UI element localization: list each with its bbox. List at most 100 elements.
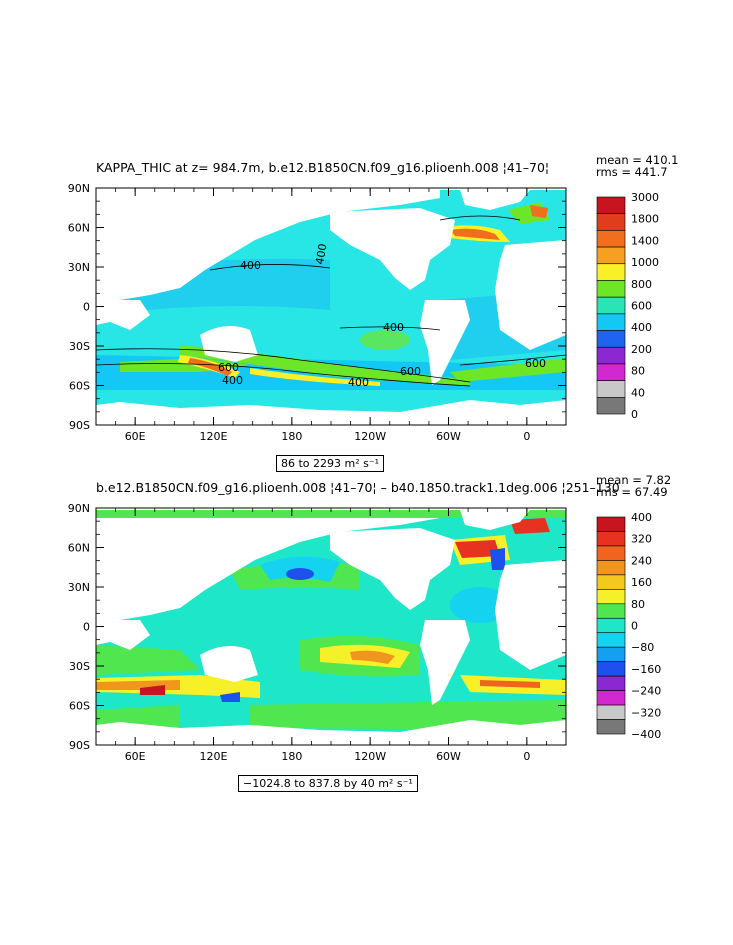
- lat-tick-label: 30S: [69, 660, 90, 673]
- top-field-hotspot: [250, 368, 380, 386]
- top-field-hotspot: [360, 330, 410, 350]
- lon-tick-label: 120W: [354, 430, 386, 443]
- top-field-band: [450, 358, 566, 382]
- colorbar-label: −160: [631, 663, 661, 676]
- top-contour-labels: 400 400 400 600 600 600 400 400: [218, 243, 546, 389]
- colorbar-label: 1800: [631, 213, 659, 226]
- lon-tick-label: 180: [281, 430, 302, 443]
- top-map-figure: 400 400 400 600 600 600 400 400 90N60N30…: [68, 182, 659, 443]
- colorbar-label: 600: [631, 300, 652, 313]
- top-field-hotspot: [530, 205, 548, 218]
- colorbar-swatch: [596, 617, 626, 634]
- lat-tick-label: 90N: [68, 502, 90, 515]
- colorbar-label: 160: [631, 576, 652, 589]
- bottom-map-title: b.e12.B1850CN.f09_g16.plioenh.008 ¦41–70…: [96, 480, 620, 495]
- contour-label: 600: [218, 361, 239, 374]
- colorbar-label: −320: [631, 706, 661, 719]
- top-mean-stat: mean = 410.1: [596, 153, 679, 167]
- lon-tick-label: 180: [281, 750, 302, 763]
- colorbar-label: −80: [631, 641, 654, 654]
- colorbar-swatch: [596, 704, 626, 720]
- colorbar-swatch: [596, 675, 626, 691]
- colorbar-swatch: [596, 196, 626, 214]
- colorbar-swatch: [596, 646, 626, 662]
- top-contour-lines: [95, 215, 567, 387]
- lat-tick-label: 30N: [68, 261, 90, 274]
- lon-tick-label: 60E: [125, 430, 146, 443]
- bottom-land-masses: [96, 510, 566, 738]
- top-map-panel: KAPPA_THIC at z= 984.7m, b.e12.B1850CN.f…: [0, 150, 733, 475]
- colorbar-swatch: [596, 346, 626, 365]
- colorbar-label: 3000: [631, 191, 659, 204]
- colorbar-label: 240: [631, 554, 652, 567]
- lat-tick-label: 30N: [68, 581, 90, 594]
- top-field-hotspot: [450, 228, 500, 240]
- lat-tick-label: 60S: [69, 700, 90, 713]
- colorbar-swatch: [596, 397, 626, 415]
- colorbar-swatch: [596, 213, 626, 231]
- colorbar-label: 200: [631, 343, 652, 356]
- colorbar-swatch: [596, 313, 626, 331]
- colorbar-swatch: [596, 330, 626, 348]
- colorbar-label: 800: [631, 278, 652, 291]
- colorbar-swatch: [596, 230, 626, 248]
- colorbar-swatch: [596, 632, 626, 648]
- colorbar-label: 0: [631, 408, 638, 421]
- lat-tick-label: 60N: [68, 222, 90, 235]
- bottom-map-figure: 90N 60N 30N 0 30S 60S 90S 60E 120E 180 120W 60W 0 40…: [68, 502, 661, 763]
- colorbar-swatch: [596, 545, 626, 561]
- lon-tick-label: 120E: [200, 750, 228, 763]
- top-range-label: 86 to 2293 m² s⁻¹: [276, 455, 385, 472]
- lat-tick-label: 90S: [69, 739, 90, 752]
- lat-tick-label: 60S: [69, 380, 90, 393]
- top-land-masses: [96, 190, 566, 418]
- contour-label: 600: [525, 357, 546, 370]
- lat-tick-label: 90S: [69, 419, 90, 432]
- lat-tick-label: 90N: [68, 182, 90, 195]
- bottom-field-low: [286, 568, 314, 580]
- bottom-range-label: −1024.8 to 837.8 by 40 m² s⁻¹: [238, 775, 418, 792]
- lon-tick-label: 120W: [354, 750, 386, 763]
- lon-tick-label: 60W: [436, 430, 461, 443]
- lat-tick-label: 0: [83, 621, 90, 634]
- colorbar-label: 1000: [631, 256, 659, 269]
- lat-tick-label: 30S: [69, 340, 90, 353]
- colorbar-label: 40: [631, 386, 645, 399]
- contour-label: 400: [383, 321, 404, 334]
- colorbar-swatch: [596, 516, 626, 532]
- lon-tick-label: 0: [523, 430, 530, 443]
- contour-label: 400: [348, 376, 369, 389]
- colorbar-swatch: [596, 661, 626, 677]
- colorbar-label: 0: [631, 620, 638, 633]
- colorbar-label: 80: [631, 365, 645, 378]
- contour-label: 400: [222, 374, 243, 387]
- colorbar-label: −240: [631, 685, 661, 698]
- lon-tick-label: 60W: [436, 750, 461, 763]
- colorbar-swatch: [596, 380, 626, 398]
- bottom-field-hotspots: [96, 518, 566, 702]
- lon-tick-label: 0: [523, 750, 530, 763]
- bottom-mean-stat: mean = 7.82: [596, 473, 672, 487]
- contour-label: 400: [240, 259, 261, 272]
- colorbar-swatch: [596, 603, 626, 619]
- colorbar-swatch: [596, 690, 626, 706]
- top-rms-stat: rms = 441.7: [596, 165, 668, 179]
- colorbar-label: −400: [631, 728, 661, 741]
- colorbar-label: 80: [631, 598, 645, 611]
- colorbar-swatch: [596, 531, 626, 547]
- bottom-rms-stat: rms = 67.49: [596, 485, 668, 499]
- colorbar-swatch: [596, 589, 626, 605]
- bottom-map-axes: 90N 60N 30N 0 30S 60S 90S 60E 120E 180 120W 60W 0: [68, 502, 567, 763]
- lon-tick-label: 60E: [125, 750, 146, 763]
- lat-tick-label: 0: [83, 301, 90, 314]
- contour-label: 400: [313, 243, 329, 266]
- top-map-title: KAPPA_THIC at z= 984.7m, b.e12.B1850CN.f…: [96, 160, 550, 175]
- colorbar-swatch: [596, 246, 626, 265]
- contour-label: 600: [400, 365, 421, 378]
- colorbar-label: 320: [631, 533, 652, 546]
- colorbar-swatch: [596, 280, 626, 298]
- colorbar-swatch: [596, 363, 626, 381]
- colorbar-swatch: [596, 574, 626, 590]
- lon-tick-label: 120E: [200, 430, 228, 443]
